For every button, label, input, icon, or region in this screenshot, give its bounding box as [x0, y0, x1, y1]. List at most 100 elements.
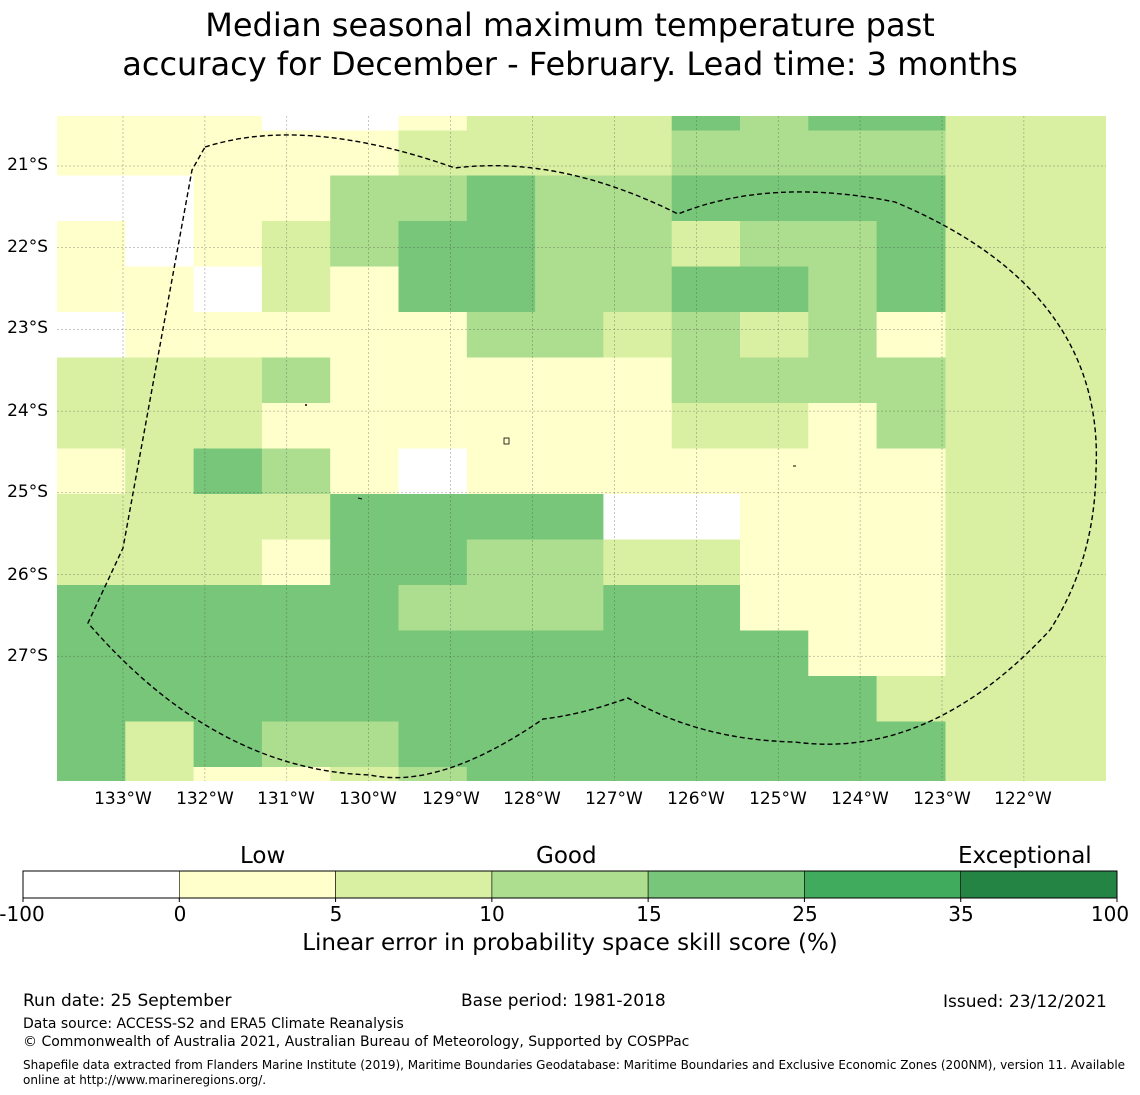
skill-cell	[671, 494, 741, 541]
lat-label: 21°S	[7, 155, 48, 175]
skill-cell	[261, 116, 331, 131]
lon-label: 131°W	[257, 789, 315, 809]
skill-cell	[261, 266, 331, 313]
skill-cell	[671, 676, 741, 723]
lon-label: 124°W	[831, 789, 889, 809]
skill-cell	[193, 221, 263, 268]
lon-label: 126°W	[667, 789, 725, 809]
skill-cell	[57, 630, 126, 677]
skill-cell	[125, 585, 195, 632]
skill-cell	[603, 630, 673, 677]
skill-cell	[125, 494, 195, 541]
title-line-1: Median seasonal maximum temperature past	[205, 6, 935, 44]
skill-cell	[330, 585, 400, 632]
skill-cell	[740, 403, 809, 450]
skill-cell	[808, 767, 878, 781]
skill-cell	[57, 721, 126, 768]
skill-cell	[330, 448, 400, 495]
skill-cell	[535, 721, 604, 768]
skill-cell	[740, 721, 809, 768]
skill-cell	[57, 494, 126, 541]
skill-cell	[603, 767, 673, 781]
skill-cell	[398, 116, 468, 131]
skill-cell	[876, 403, 946, 450]
skill-cell	[876, 494, 946, 541]
colorbar-swatch	[179, 870, 336, 899]
skill-cell	[57, 767, 126, 781]
skill-cell	[261, 221, 331, 268]
colorbar-tick: 10	[479, 902, 505, 926]
lat-label: 27°S	[7, 646, 48, 666]
skill-cell	[671, 116, 741, 131]
skill-cell	[193, 357, 263, 404]
skill-cell	[740, 767, 809, 781]
skill-cell	[193, 116, 263, 131]
skill-cell	[876, 630, 946, 677]
skill-cell	[876, 175, 946, 222]
issued-date: Issued: 23/12/2021	[943, 992, 1107, 1012]
skill-cell	[466, 585, 536, 632]
skill-cell	[876, 448, 946, 495]
skill-cell	[330, 721, 400, 768]
colorbar-category-low: Low	[240, 843, 286, 869]
skill-cell	[330, 767, 400, 781]
skill-cell	[193, 448, 263, 495]
skill-cell	[535, 312, 604, 359]
chart-title: Median seasonal maximum temperature past…	[0, 6, 1140, 84]
skill-cell	[876, 539, 946, 586]
lat-label: 25°S	[7, 482, 48, 502]
skill-cell	[125, 116, 195, 131]
skill-cell	[261, 448, 331, 495]
skill-cell	[535, 357, 604, 404]
skill-cell	[330, 130, 400, 177]
lon-label: 123°W	[913, 789, 971, 809]
skill-cell	[740, 448, 809, 495]
skill-cell	[261, 357, 331, 404]
island-marks	[305, 404, 796, 500]
shapefile-credit: Shapefile data extracted from Flanders M…	[23, 1058, 1138, 1088]
colorbar-category-good: Good	[536, 843, 597, 869]
skill-cell	[466, 221, 536, 268]
skill-cell	[57, 266, 126, 313]
skill-cell	[740, 312, 809, 359]
title-line-2: accuracy for December - February. Lead t…	[122, 45, 1018, 83]
colorbar-tick: 15	[636, 902, 662, 926]
skill-cell	[193, 585, 263, 632]
skill-cell	[330, 630, 400, 677]
skill-cell	[57, 357, 126, 404]
skill-cell	[603, 116, 673, 131]
skill-cell	[398, 130, 468, 177]
skill-cell	[808, 676, 878, 723]
skill-cell	[671, 221, 741, 268]
lat-label: 24°S	[7, 401, 48, 421]
skill-cell	[398, 676, 468, 723]
skill-cell	[330, 676, 400, 723]
skill-cell	[398, 630, 468, 677]
skill-cell	[876, 357, 946, 404]
skill-cell	[125, 630, 195, 677]
skill-cell	[330, 175, 400, 222]
colorbar-swatch	[22, 870, 180, 899]
skill-cell	[466, 630, 536, 677]
skill-cell	[876, 266, 946, 313]
skill-cell	[125, 767, 195, 781]
colorbar-tick: -100	[0, 902, 45, 926]
skill-cell	[603, 585, 673, 632]
skill-cell	[876, 116, 946, 131]
skill-cell	[603, 266, 673, 313]
skill-cell	[193, 266, 263, 313]
skill-cell	[466, 175, 536, 222]
skill-cell	[330, 403, 400, 450]
colorbar-frame	[22, 870, 1118, 899]
skill-cell	[808, 494, 878, 541]
skill-cell	[193, 721, 263, 768]
skill-cell	[740, 494, 809, 541]
skill-cell	[535, 266, 604, 313]
skill-cell	[876, 221, 946, 268]
skill-cell	[535, 130, 604, 177]
skill-cell	[466, 539, 536, 586]
skill-cell	[466, 130, 536, 177]
skill-cell	[398, 175, 468, 222]
skill-cell	[193, 539, 263, 586]
island-mark	[357, 497, 363, 500]
